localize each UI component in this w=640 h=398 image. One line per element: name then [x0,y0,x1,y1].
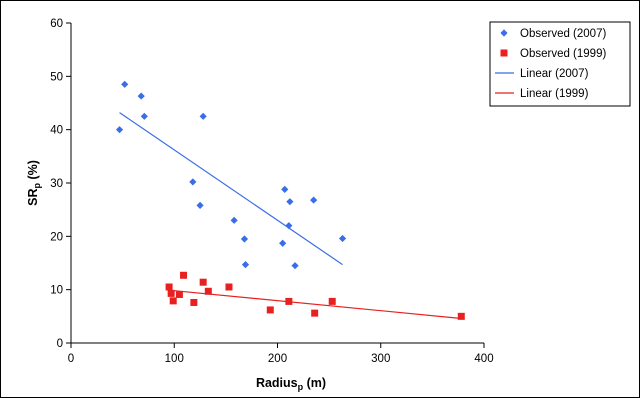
data-point-observed-2007 [121,80,129,88]
data-point-observed-2007 [310,196,318,204]
y-tick-label: 0 [57,338,63,350]
series-layer [115,80,465,320]
legend-label-observed-2007: Observed (2007) [520,28,606,40]
data-point-observed-2007 [196,201,204,209]
data-point-observed-1999 [165,283,173,291]
axes: 0 10 20 30 40 50 60 0 100 200 300 400 [50,18,493,365]
data-point-observed-1999 [225,283,233,291]
x-tick-label: 200 [268,353,287,365]
legend-label-observed-1999: Observed (1999) [520,48,606,60]
data-point-observed-2007 [240,235,249,243]
data-point-observed-1999 [180,271,188,279]
legend-label-linear-2007: Linear (2007) [520,68,589,80]
data-point-observed-2007 [241,261,250,269]
data-point-observed-2007 [189,178,197,186]
data-point-observed-2007 [281,185,289,193]
data-point-observed-1999 [175,290,183,298]
x-tick-label: 100 [165,353,184,365]
y-tick-label: 60 [50,18,63,30]
x-axis-title: Radiusp (m) [256,376,326,392]
trend-line-linear-2007 [119,112,343,266]
y-tick-label: 40 [50,125,63,137]
data-point-observed-1999 [204,287,212,295]
y-axis-title: SRp (%) [26,160,42,206]
data-point-observed-1999 [199,278,207,286]
legend: Observed (2007) Observed (1999) Linear (20… [489,21,631,107]
y-tick-label: 10 [50,285,63,297]
data-point-observed-2007 [137,92,145,100]
data-point-observed-1999 [266,306,274,314]
legend-label-linear-1999: Linear (1999) [520,88,589,100]
legend-swatch-observed-2007 [500,29,508,37]
legend-swatch-observed-1999 [500,49,508,57]
data-point-observed-2007 [115,126,124,134]
x-tick-label: 300 [371,353,390,365]
data-point-observed-2007 [140,112,148,120]
y-tick-label: 30 [50,178,63,190]
data-point-observed-1999 [311,309,319,317]
data-point-observed-2007 [338,234,347,243]
data-point-observed-2007 [285,222,293,230]
trend-line-linear-1999 [169,289,462,320]
data-point-observed-2007 [199,112,207,120]
data-point-observed-1999 [457,312,465,320]
y-tick-label: 20 [50,231,63,243]
data-point-observed-1999 [167,289,175,297]
legend-box [489,21,631,107]
x-tick-label: 400 [474,353,493,365]
data-point-observed-2007 [286,198,294,206]
x-tick-label: 0 [68,353,74,365]
y-tick-label: 50 [50,71,63,83]
data-point-observed-2007 [230,216,238,224]
data-point-observed-1999 [190,298,198,306]
data-point-observed-2007 [279,239,287,247]
data-point-observed-1999 [169,297,177,305]
data-point-observed-2007 [291,262,299,270]
data-point-observed-1999 [328,297,336,305]
